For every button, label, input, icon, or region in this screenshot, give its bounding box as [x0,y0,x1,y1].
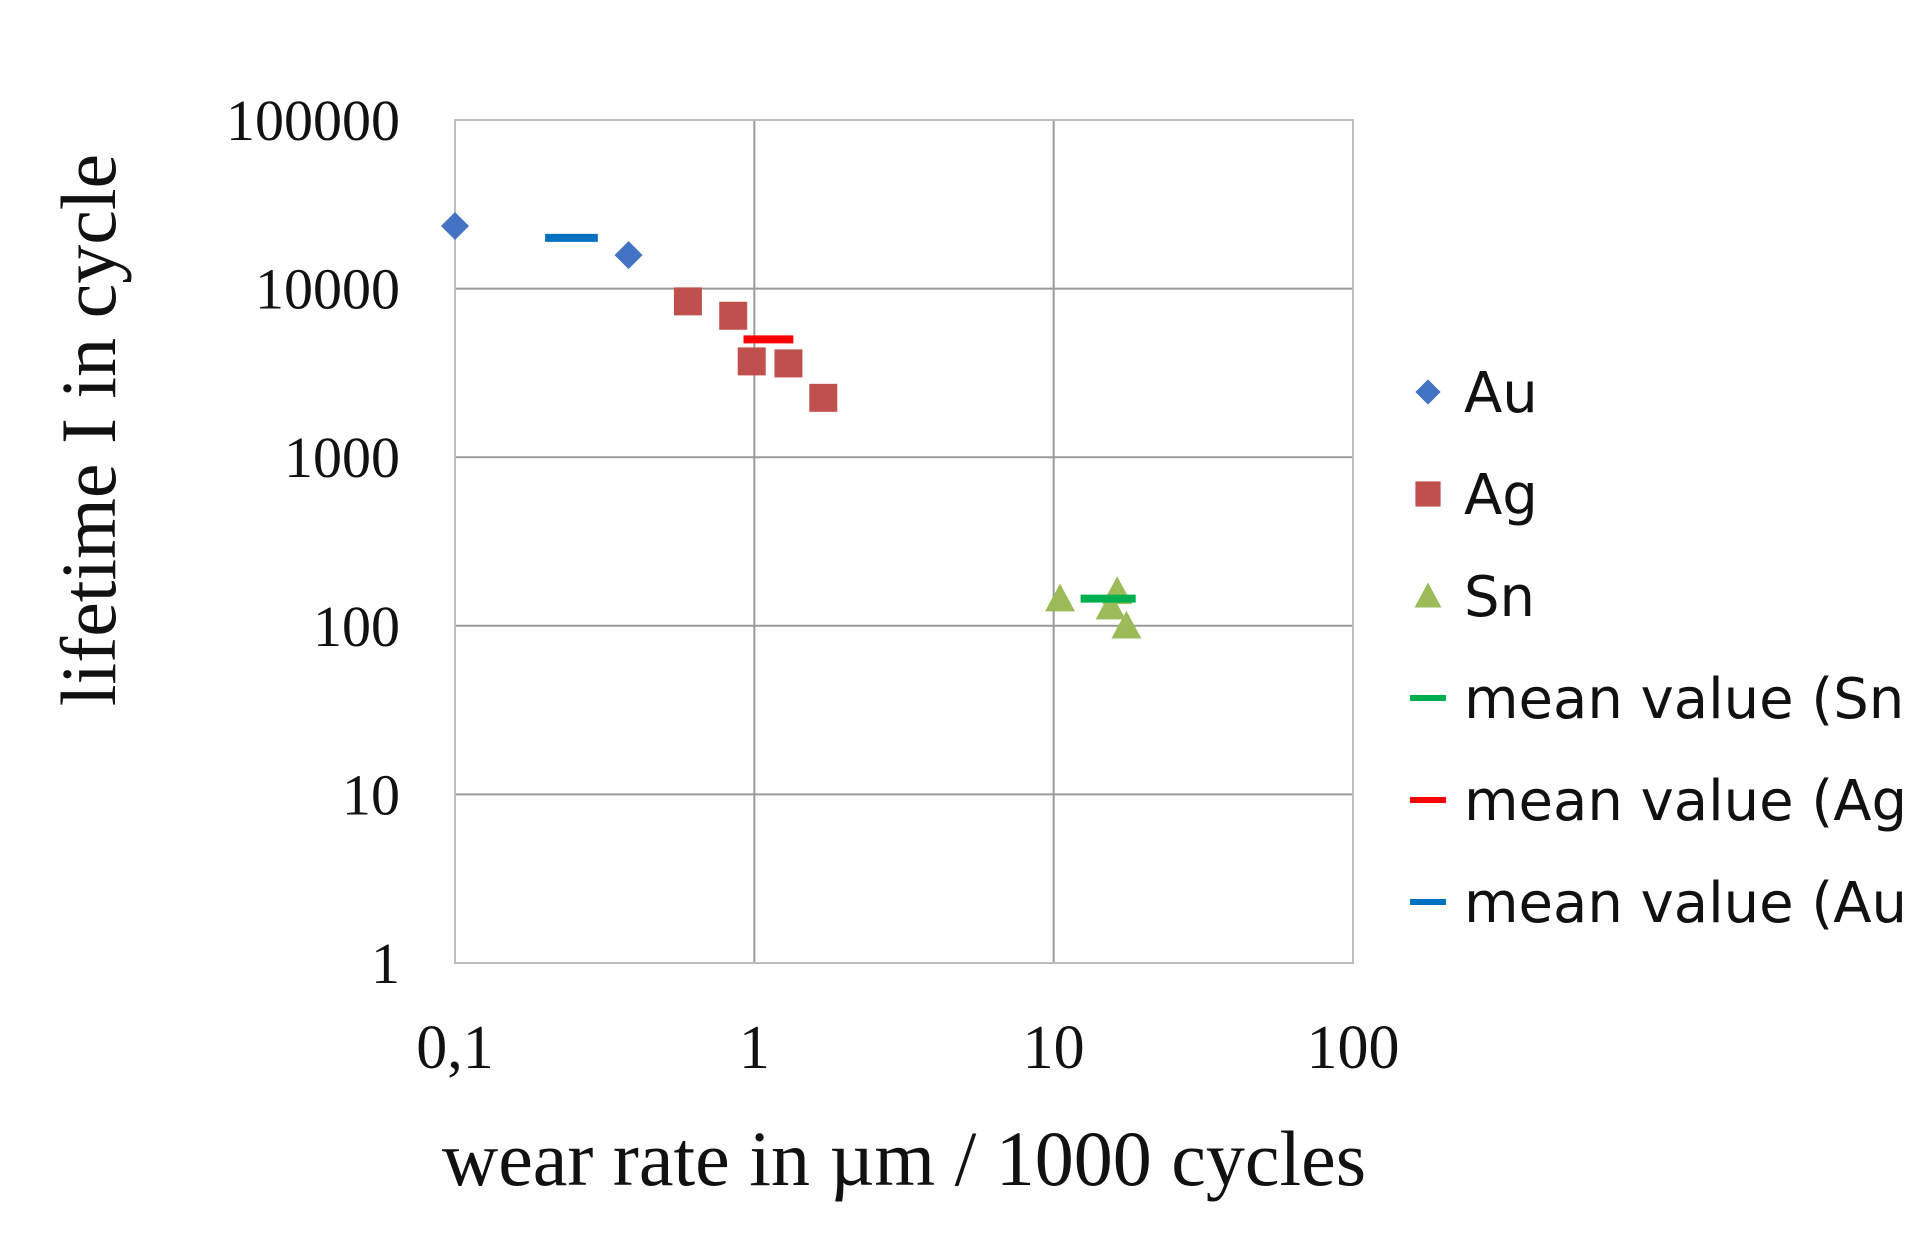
ag-point [673,287,702,316]
x-tick-label: 10 [1023,1014,1085,1082]
y-axis-title: lifetime I in cycle [45,154,132,706]
legend-label-au: Au [1464,361,1538,426]
legend-swatch-au [1415,379,1441,405]
legend-label-mean-value-sn: mean value (Sn) [1464,667,1907,732]
legend-swatch-ag [1415,481,1441,507]
plot-frame [454,119,1354,964]
y-tick-label: 1 [371,931,400,996]
au-point [614,241,643,270]
y-tick-labels: 1 10 100 1000 10000 100000 [226,88,400,996]
y-tick-label: 100 [313,594,400,659]
x-axis-title: wear rate in µm / 1000 cycles [442,1115,1366,1202]
x-tick-label: 0,1 [416,1014,494,1082]
legend-label-mean-value-ag: mean value (Ag) [1464,769,1907,834]
y-tick-label: 100000 [226,88,400,153]
ag-point [774,349,803,378]
legend-label-ag: Ag [1464,463,1538,528]
legend-label-sn: Sn [1464,565,1535,630]
y-tick-label: 1000 [284,425,400,490]
data-marks [441,212,1142,639]
sn-point [1111,610,1142,639]
legend: Au Ag Sn mean value (Sn) mean value (Ag) mean… [1410,361,1907,936]
legend-swatch-sn [1414,582,1442,608]
y-tick-label: 10000 [255,257,400,322]
ag-point [719,301,748,330]
ag-point [737,347,766,376]
y-tick-label: 10 [342,762,400,827]
x-tick-labels: 0,1 1 10 100 [416,1014,1399,1082]
legend-label-mean-value-au: mean value (Au) [1464,871,1907,936]
au-point [441,212,469,241]
x-tick-label: 1 [739,1014,770,1082]
x-tick-label: 100 [1307,1014,1400,1082]
sn-point [1045,583,1076,612]
ag-point [809,383,838,412]
sn-point [1095,591,1126,620]
